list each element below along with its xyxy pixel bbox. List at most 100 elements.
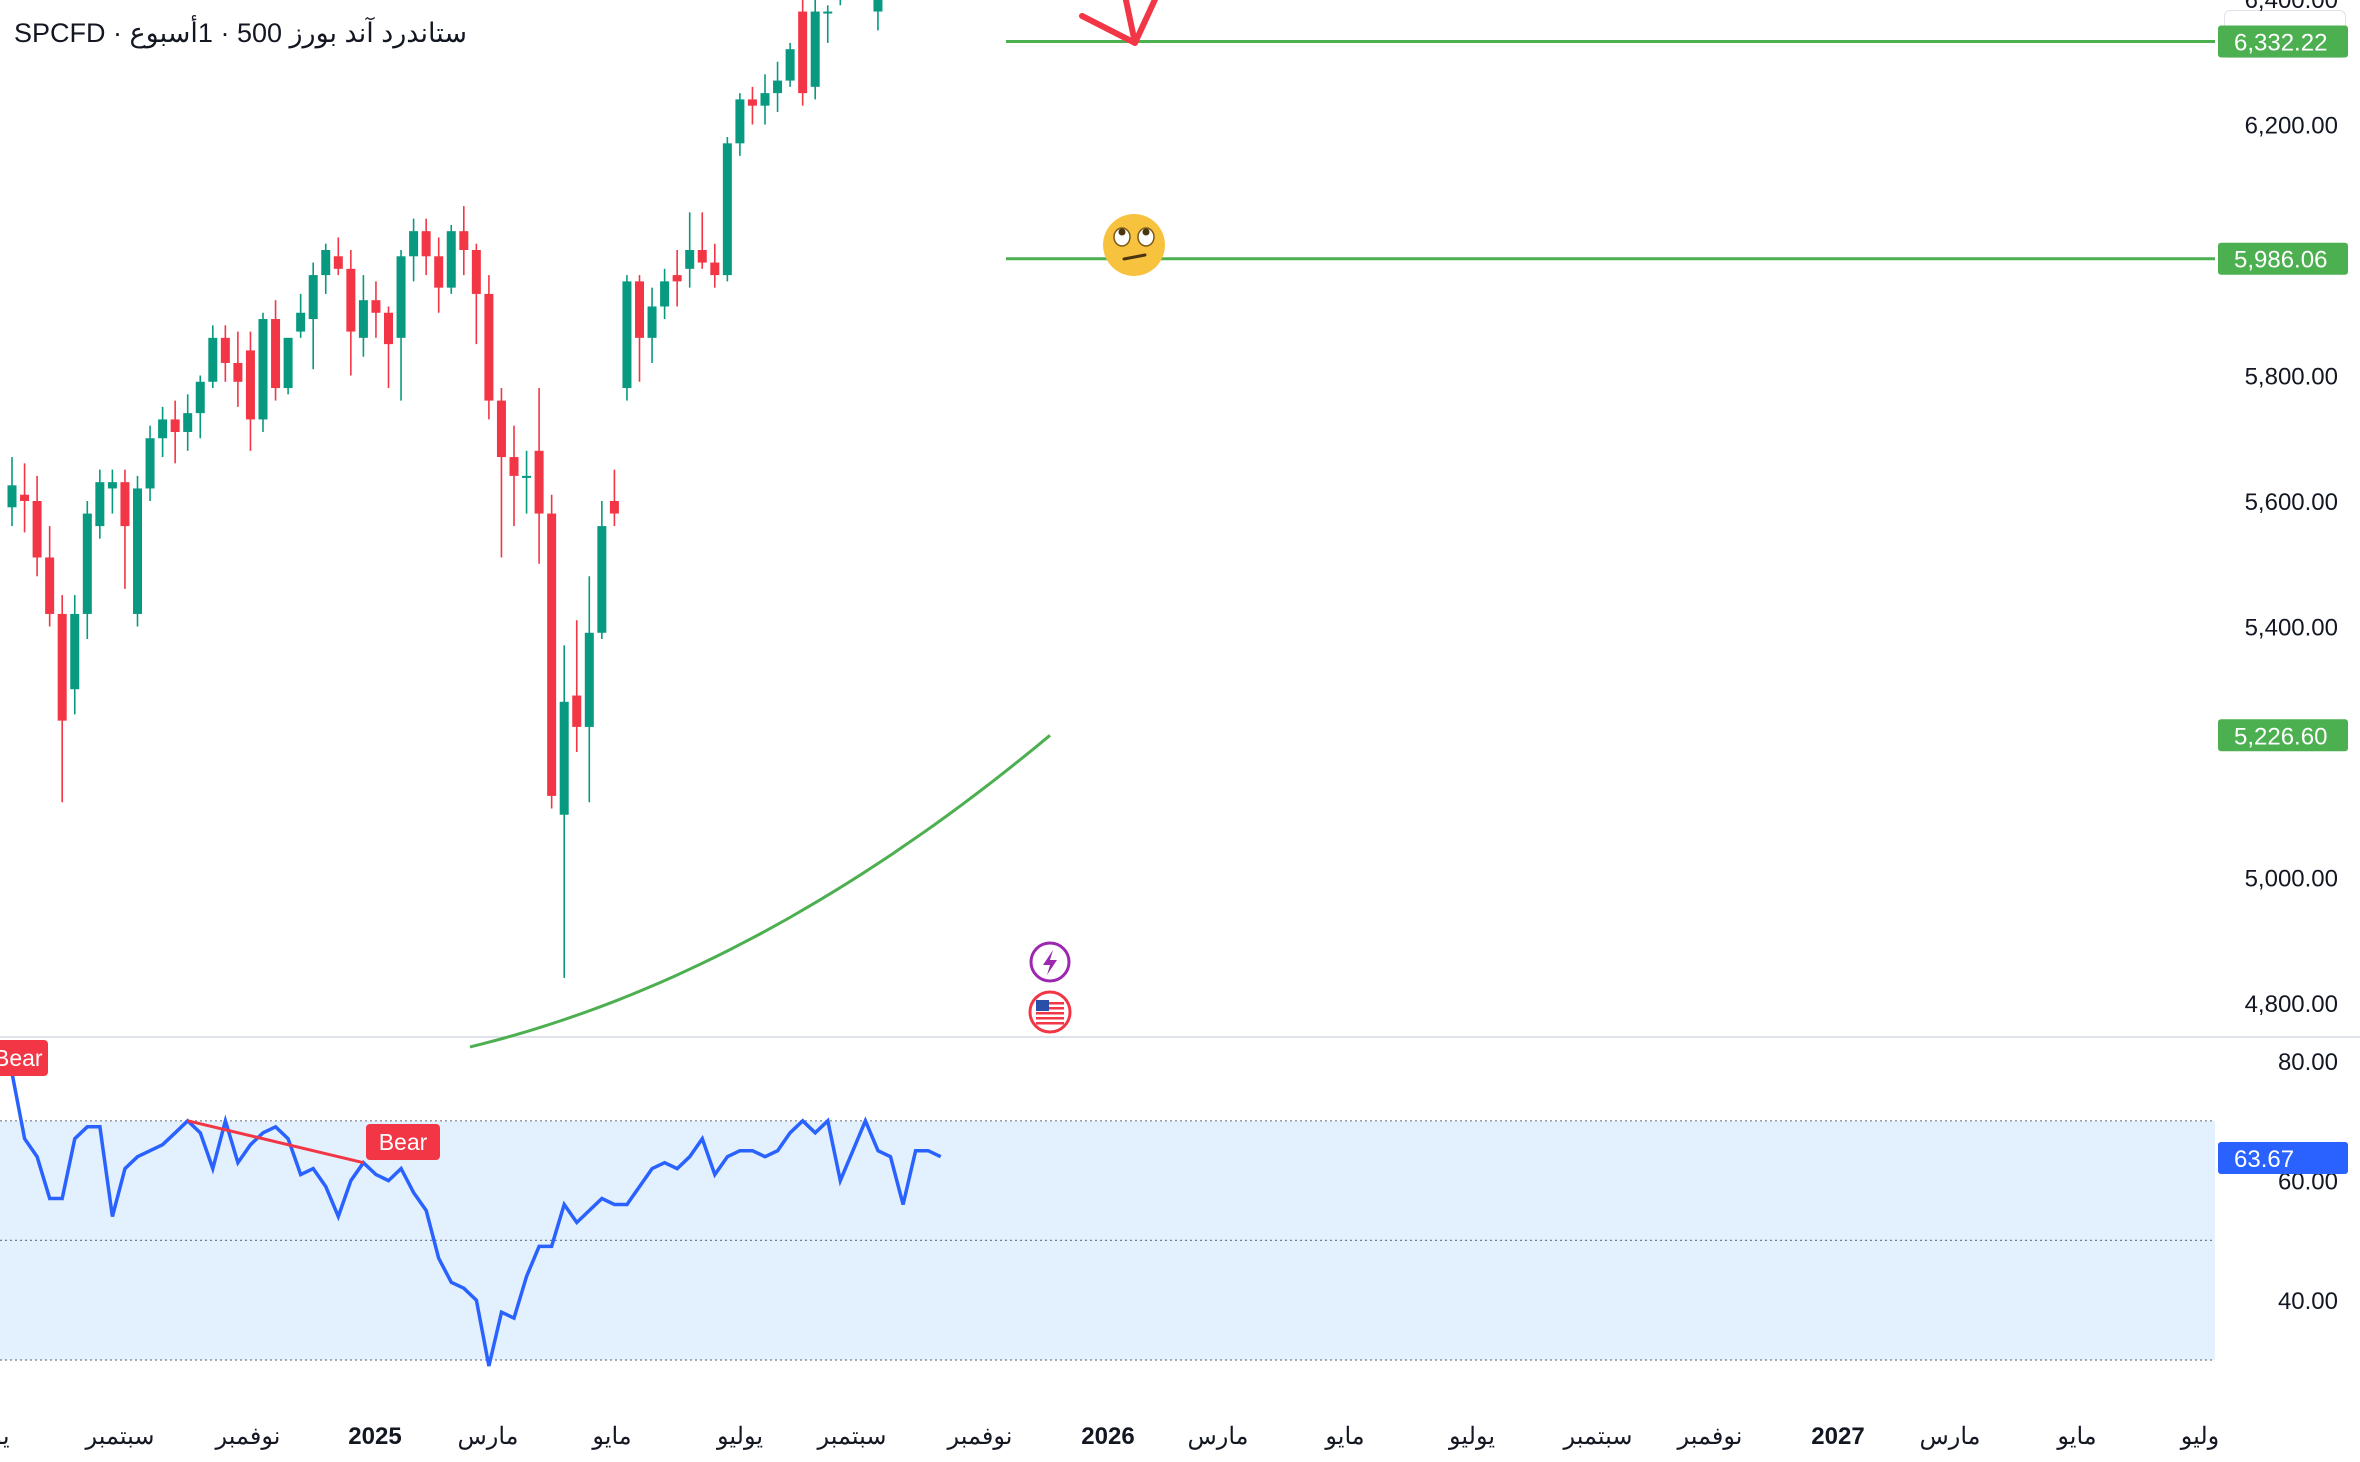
moving-average-line: [469, 734, 1051, 1049]
candle-body: [258, 319, 268, 420]
rsi-line: Bear Bear: [0, 1040, 942, 1367]
time-tick-label: يوليو: [716, 1423, 763, 1450]
us-flag-event-icon: [1028, 990, 1072, 1034]
candle-body: [7, 485, 17, 508]
candle-body: [183, 413, 193, 432]
price-tick-label: 5,600.00: [2245, 489, 2338, 516]
candle-body: [559, 701, 569, 815]
candle-body: [609, 501, 619, 514]
candle-body: [107, 482, 117, 489]
price-axis: 4,800.00 5,000.00 5,400.00 5,600.00 5,800.00…: [2218, 0, 2348, 1315]
candle-body: [32, 501, 42, 558]
candle-body: [710, 262, 720, 276]
time-tick-label: 2025: [348, 1423, 401, 1450]
chart-icons: [1028, 214, 1165, 1034]
candle-body: [622, 281, 632, 389]
lightning-event-icon: [1029, 941, 1071, 983]
candle-body: [785, 49, 795, 81]
price-tag: [2218, 719, 2348, 752]
header-separator: ·: [113, 18, 123, 48]
candle-body: [572, 695, 582, 727]
time-tick-label: سبتمبر: [817, 1423, 887, 1450]
candle-body: [697, 250, 707, 263]
instrument-name: ستاندرد آند بورز 500: [236, 18, 467, 48]
time-tick-label: سبتمبر: [1563, 1423, 1633, 1450]
candle-body: [685, 250, 695, 269]
price-tick-label: 6,400.00: [2245, 0, 2338, 14]
candle-body: [446, 231, 456, 288]
grid-lines: [0, 1036, 2360, 1361]
divergence-tag: [366, 1124, 440, 1160]
rsi-tick-label: 80.00: [2278, 1049, 2338, 1076]
moving-average: [469, 734, 1051, 1049]
time-tick-label: مارس: [457, 1423, 518, 1450]
price-tick-label: 5,000.00: [2245, 866, 2338, 893]
eye-roll-emoji-icon: [1103, 214, 1165, 276]
candlesticks: [7, 0, 883, 978]
candle-body: [471, 250, 481, 294]
time-tick-label: يو: [0, 1423, 10, 1450]
price-tag: [2218, 25, 2348, 58]
candle-body: [722, 143, 732, 276]
rsi-line-path: [10, 1072, 942, 1367]
divergence-line: [187, 1119, 364, 1165]
time-tick-label: 2026: [1081, 1423, 1134, 1450]
arrow-head: [1079, 0, 1159, 46]
chart-header: SPCFD · ستاندرد آند بورز 500 · 1أسبوع: [14, 18, 467, 49]
time-tick-label: 2027: [1811, 1423, 1864, 1450]
candle-body: [82, 513, 92, 614]
candle-body: [747, 99, 757, 106]
candle-body: [547, 513, 557, 796]
candle-body: [509, 457, 519, 476]
time-tick-label: نوفمبر: [1677, 1423, 1743, 1450]
price-tag-label: 5,226.60: [2234, 723, 2327, 750]
candle-body: [271, 319, 281, 389]
candle-body: [798, 11, 808, 94]
symbol-name[interactable]: SPCFD: [14, 18, 106, 48]
candle-body: [133, 488, 142, 614]
candle-body: [170, 419, 180, 432]
candle-body: [57, 613, 67, 721]
candle-body: [396, 256, 406, 338]
candle-body: [333, 256, 343, 269]
candle-body: [296, 312, 306, 332]
candle-body: [735, 99, 745, 144]
candle-body: [158, 419, 168, 439]
candle-body: [522, 475, 532, 478]
candle-body: [95, 482, 105, 527]
rsi-tick-label: 40.00: [2278, 1288, 2338, 1315]
price-tick-label: 4,800.00: [2245, 991, 2338, 1018]
time-tick-label: مايو: [1324, 1423, 1364, 1450]
time-tick-label: سبتمبر: [85, 1423, 155, 1450]
price-tick-label: 5,400.00: [2245, 615, 2338, 642]
candle-body: [358, 300, 368, 338]
candle-body: [823, 11, 833, 14]
time-tick-label: مايو: [2056, 1423, 2096, 1450]
rsi-value-tag: [2218, 1142, 2348, 1174]
price-tag: [2218, 242, 2348, 275]
time-tick-label: مارس: [1919, 1423, 1980, 1450]
divergence-tag: [0, 1040, 48, 1076]
interval-label[interactable]: 1أسبوع: [129, 18, 213, 48]
divergence-label: Bear: [379, 1129, 428, 1155]
candle-body: [647, 306, 657, 338]
candle-body: [245, 350, 255, 420]
down-arrow-annotation: [1079, 0, 1159, 46]
price-tag-label: 6,332.22: [2234, 30, 2327, 57]
horizontal-levels: [1006, 40, 2215, 261]
candle-body: [597, 526, 607, 633]
candle-body: [321, 250, 331, 276]
time-tick-label: مارس: [1187, 1423, 1248, 1450]
candle-body: [371, 300, 381, 313]
candle-body: [120, 482, 130, 527]
time-tick-label: ولیو: [2180, 1423, 2220, 1450]
time-tick-label: نوفمبر: [215, 1423, 281, 1450]
time-tick-label: يوليو: [1448, 1423, 1495, 1450]
price-tag-label: 5,986.06: [2234, 247, 2327, 274]
rsi-value-label: 63.67: [2234, 1146, 2294, 1173]
candle-body: [873, 0, 883, 12]
time-tick-label: نوفمبر: [947, 1423, 1013, 1450]
candle-body: [70, 613, 80, 690]
time-tick-label: مايو: [591, 1423, 631, 1450]
